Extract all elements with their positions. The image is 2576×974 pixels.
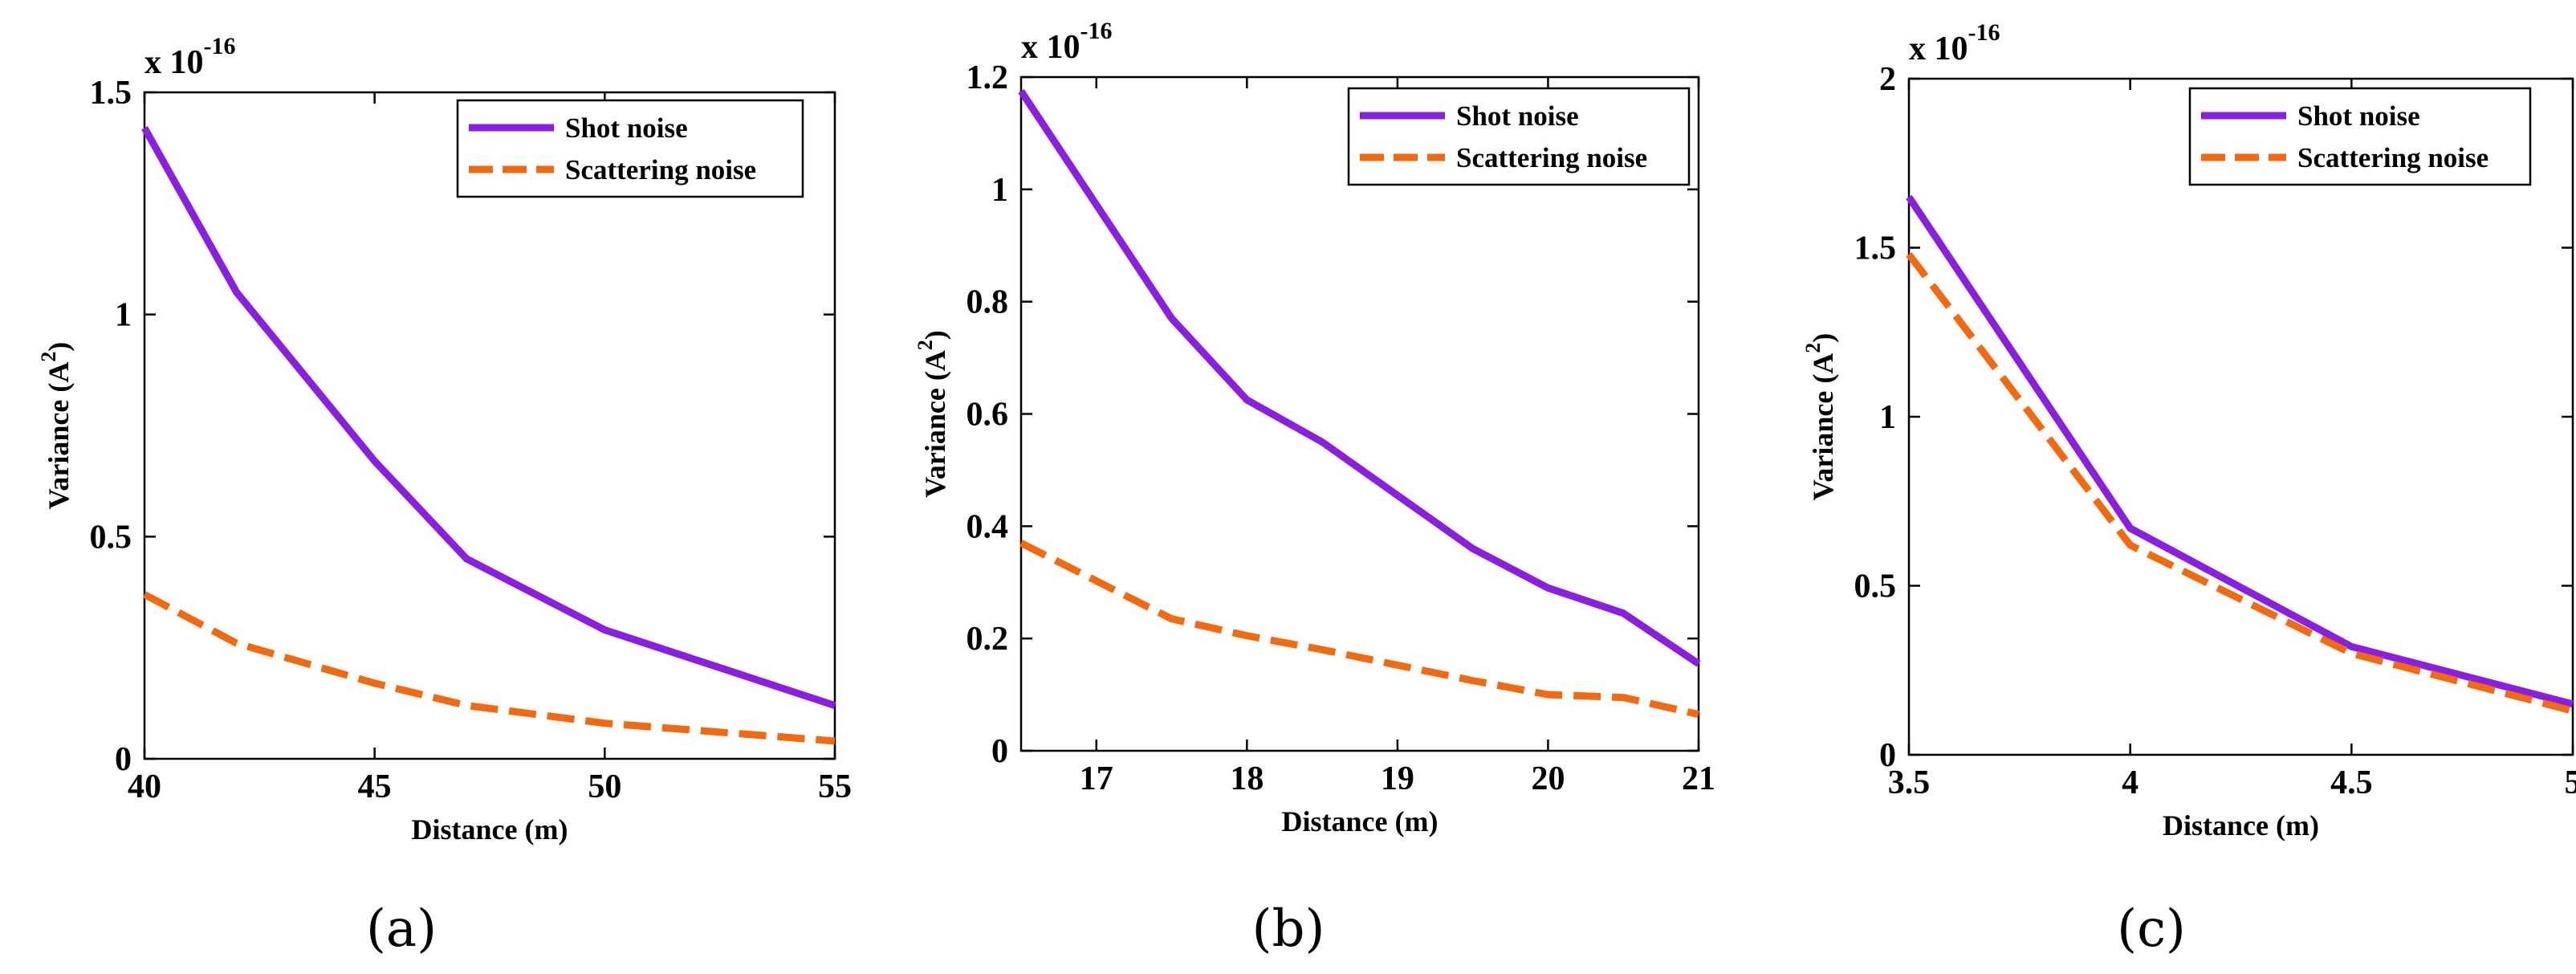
x-tick-label: 17 <box>1080 760 1113 797</box>
y-tick-label: 0.8 <box>967 284 1009 321</box>
y-tick-label: 0.5 <box>1854 569 1897 605</box>
panel-a: 40 45 50 55 0 0.5 1 1.5 x 10-16 Distance (m) Varia… <box>37 33 852 959</box>
scattering-noise-line <box>142 591 836 745</box>
panel-c: 3.5 4 4.5 5 0 0.5 1 1.5 2 x 10-16 Distance (m) Vari… <box>1801 19 2576 959</box>
panel-b: 17 18 19 20 21 0 0.2 0.4 0.6 0.8 1 1.2 x 10-16 Distan… <box>914 18 1715 959</box>
x-tick-label: 19 <box>1381 760 1414 797</box>
plot-frame <box>143 91 836 760</box>
panel-caption: (a) <box>366 899 437 959</box>
x-axis-label: Distance (m) <box>2163 809 2319 842</box>
legend-box <box>2188 87 2532 186</box>
panel-caption: (c) <box>2117 899 2186 959</box>
x-axis-label: Distance (m) <box>412 813 568 846</box>
y-tick-label: 1 <box>115 297 132 334</box>
scattering-noise-line <box>1019 540 1699 718</box>
y-tick-label: 1 <box>1879 399 1896 436</box>
legend: Shot noise Scattering noise <box>2188 87 2532 186</box>
scattering-noise-line <box>1906 252 2574 715</box>
legend-label: Scattering noise <box>1456 142 1647 173</box>
legend: Shot noise Scattering noise <box>456 99 804 198</box>
y-tick-label: 1.5 <box>1854 230 1897 267</box>
legend-label: Shot noise <box>565 112 688 144</box>
x-tick-label: 4 <box>2122 764 2139 801</box>
x-axis-label: Distance (m) <box>1282 805 1439 837</box>
y-axis-label: Variance (A2) <box>914 330 951 498</box>
x-tick-label: 5 <box>2565 764 2576 801</box>
x-tick-label: 3.5 <box>1888 764 1931 801</box>
x-tick-label: 20 <box>1531 760 1565 797</box>
x-tick-label: 21 <box>1682 760 1715 797</box>
y-tick-label: 2 <box>1879 61 1896 98</box>
y-tick-label: 0 <box>115 741 132 778</box>
y-tick-label: 1.5 <box>90 75 132 112</box>
y-axis-label: Variance (A2) <box>1801 333 1839 501</box>
legend-label: Shot noise <box>2297 100 2420 132</box>
x-tick-label: 50 <box>588 768 621 805</box>
legend: Shot noise Scattering noise <box>1347 87 1691 186</box>
legend-label: Shot noise <box>1456 100 1579 132</box>
y-tick-label: 0.5 <box>90 519 132 556</box>
axis-multiplier: x 10-16 <box>1021 18 1113 66</box>
panel-caption: (b) <box>1252 899 1325 959</box>
y-axis-label: Variance (A2) <box>37 342 75 510</box>
legend-box <box>456 99 804 198</box>
y-tick-label: 1.2 <box>967 59 1009 96</box>
x-tick-label: 18 <box>1230 760 1264 797</box>
y-tick-label: 1 <box>991 172 1008 209</box>
legend-box <box>1347 87 1691 186</box>
y-tick-label: 0.4 <box>967 508 1009 545</box>
legend-label: Scattering noise <box>2297 142 2489 173</box>
y-tick-label: 0.6 <box>967 397 1009 434</box>
y-tick-label: 0.2 <box>967 621 1009 658</box>
x-tick-label: 45 <box>358 768 392 805</box>
x-tick-label: 40 <box>128 768 161 805</box>
shot-noise-line <box>1906 194 2574 708</box>
shot-noise-line <box>141 126 836 709</box>
x-tick-label: 55 <box>818 768 852 805</box>
x-tick-label: 4.5 <box>2330 764 2373 801</box>
y-tick-label: 0 <box>991 733 1008 770</box>
axis-multiplier: x 10-16 <box>144 33 236 81</box>
shot-noise-line <box>1018 89 1701 667</box>
axis-multiplier: x 10-16 <box>1909 19 2000 67</box>
y-tick-label: 0 <box>1879 737 1896 774</box>
legend-label: Scattering noise <box>565 154 756 185</box>
